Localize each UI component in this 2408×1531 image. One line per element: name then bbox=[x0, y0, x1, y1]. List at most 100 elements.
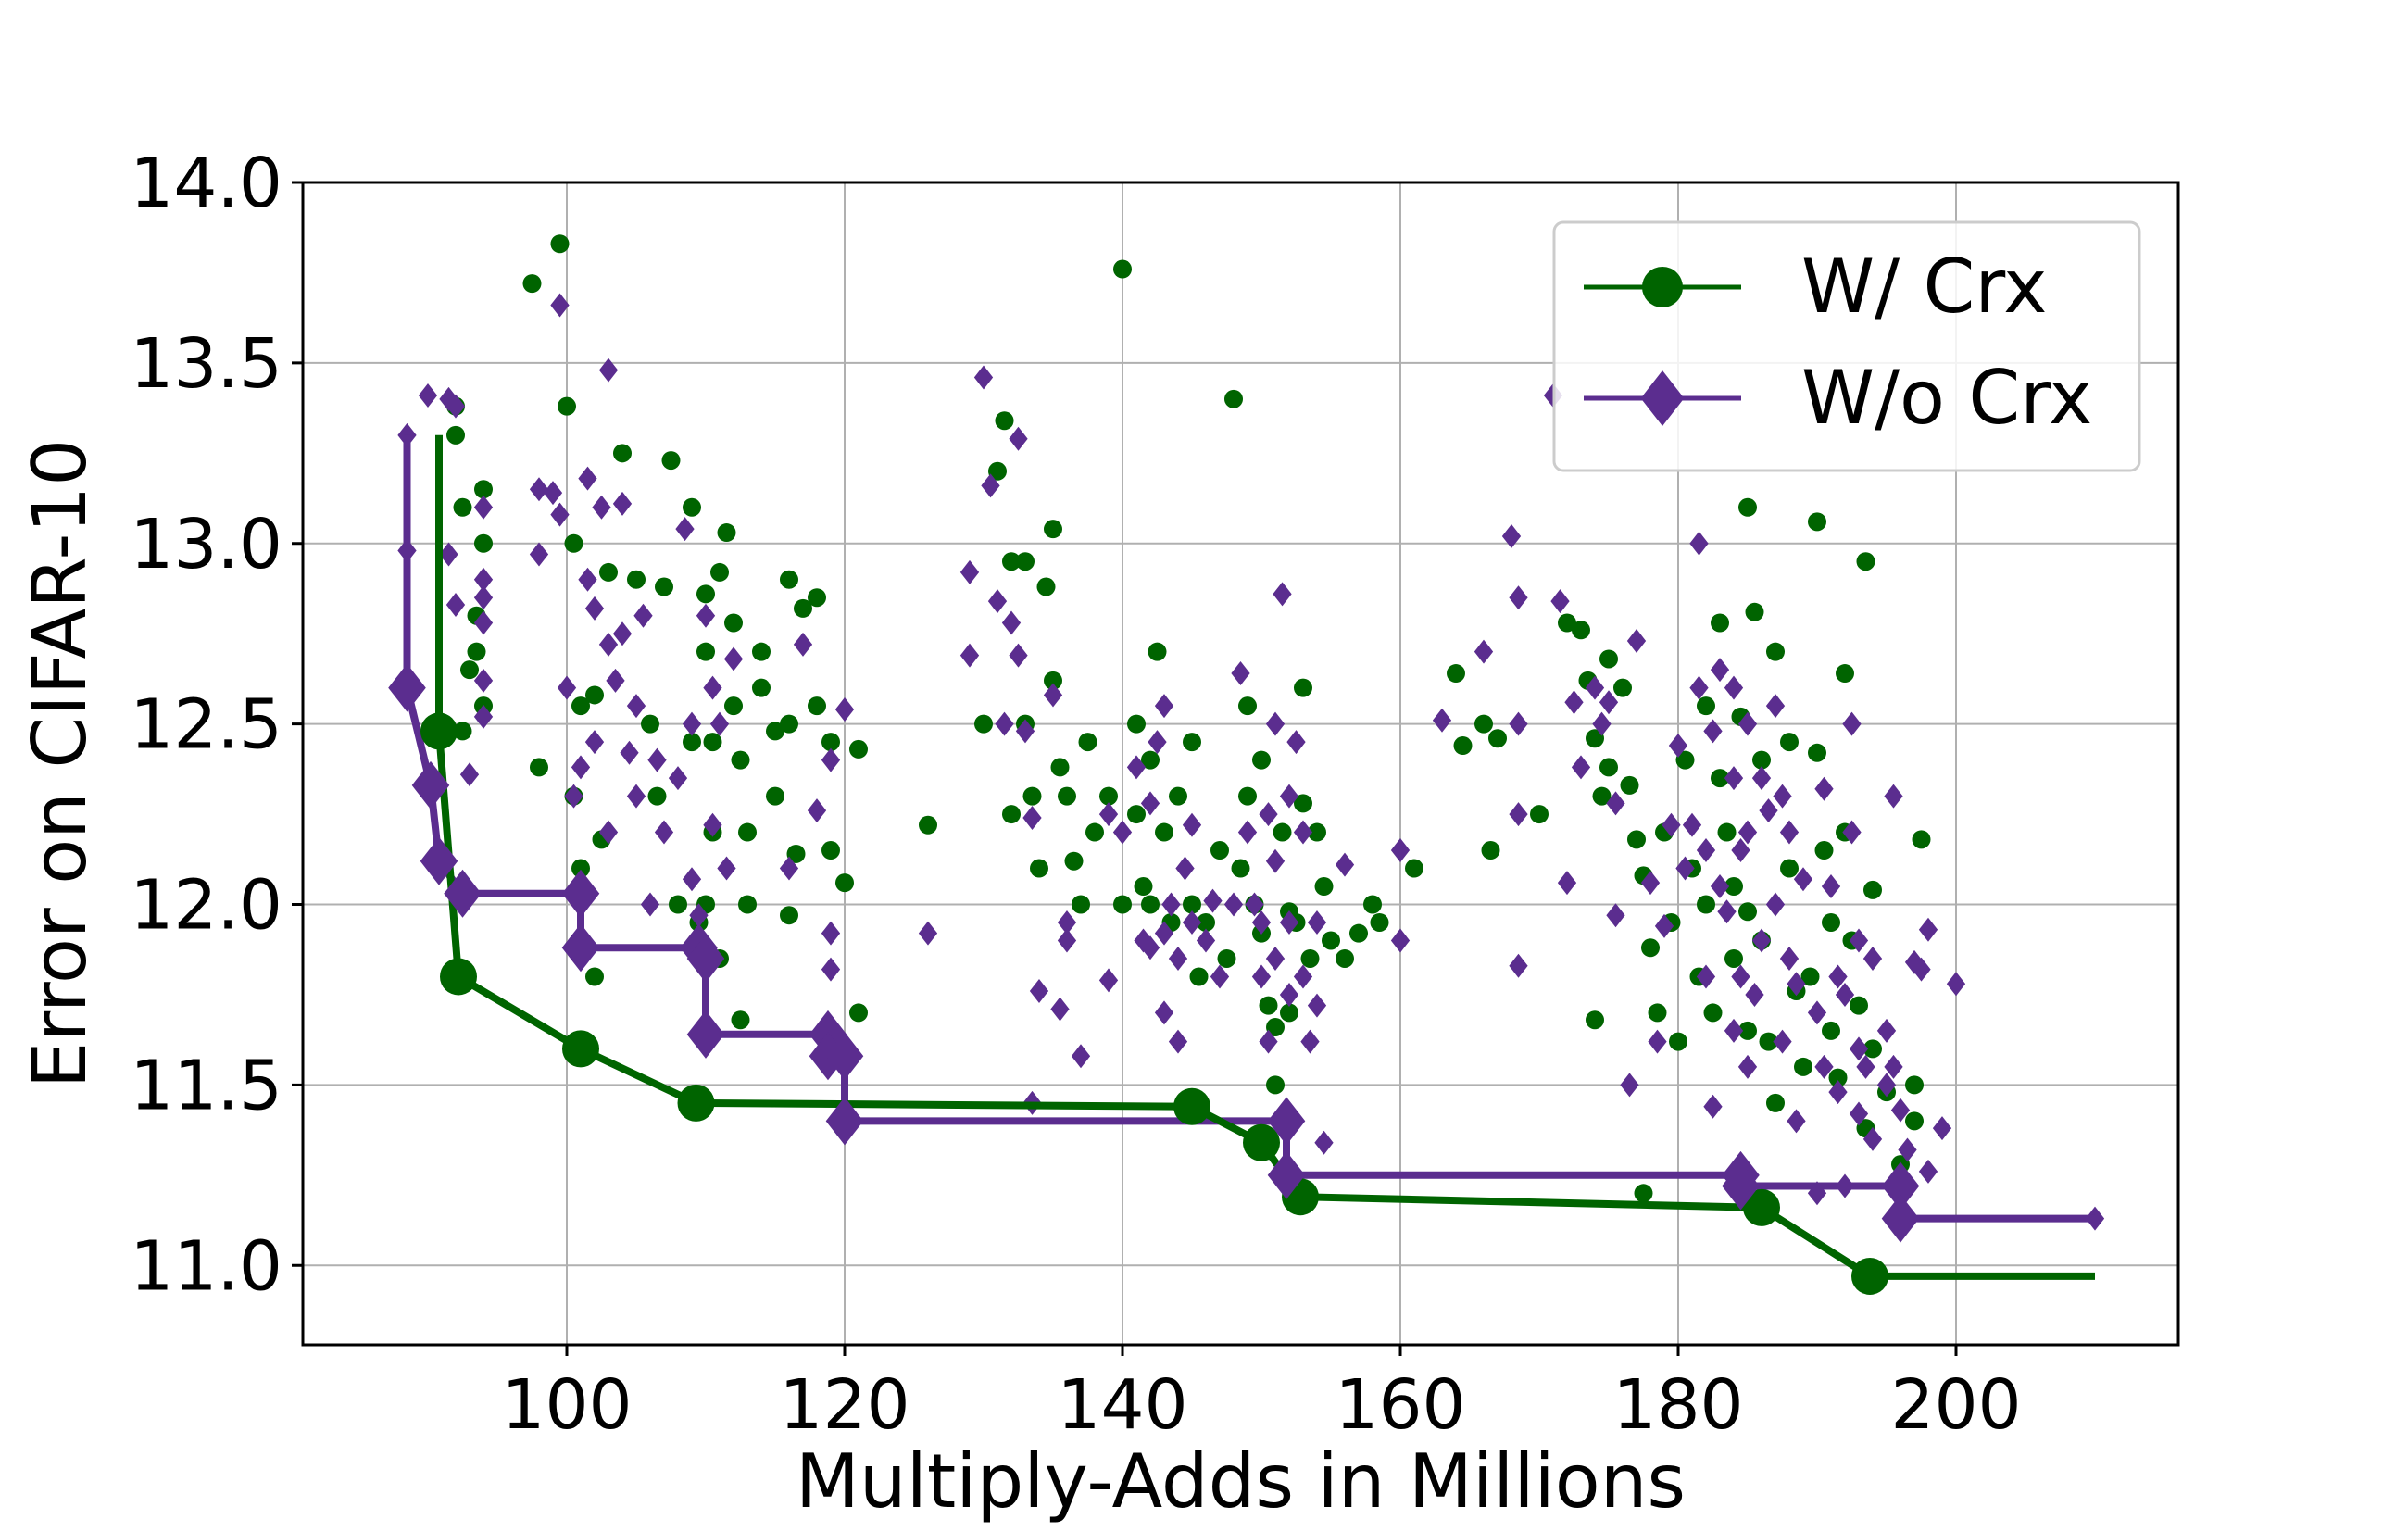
data-point-without-crx bbox=[557, 675, 577, 700]
data-point-without-crx bbox=[1154, 1000, 1174, 1025]
pareto-point-with-crx bbox=[420, 712, 458, 750]
data-point-without-crx bbox=[584, 730, 605, 755]
data-point-with-crx bbox=[460, 660, 479, 680]
data-point-without-crx bbox=[1884, 1054, 1903, 1079]
data-point-with-crx bbox=[696, 584, 715, 604]
data-point-without-crx bbox=[1286, 730, 1306, 755]
data-point-with-crx bbox=[1050, 758, 1070, 777]
data-point-with-crx bbox=[1197, 912, 1215, 932]
data-point-with-crx bbox=[766, 722, 784, 741]
data-point-without-crx bbox=[473, 567, 494, 592]
data-point-with-crx bbox=[1002, 805, 1021, 824]
data-point-with-crx bbox=[1711, 613, 1729, 633]
data-point-without-crx bbox=[1314, 1130, 1334, 1155]
data-point-with-crx bbox=[1766, 642, 1785, 661]
data-point-with-crx bbox=[731, 750, 750, 770]
data-point-without-crx bbox=[821, 957, 841, 982]
data-point-without-crx bbox=[640, 892, 660, 917]
data-point-with-crx bbox=[558, 396, 576, 416]
data-point-with-crx bbox=[1586, 1010, 1604, 1030]
data-point-without-crx bbox=[1710, 874, 1730, 899]
data-point-with-crx bbox=[1648, 1003, 1667, 1023]
data-point-without-crx bbox=[668, 766, 688, 791]
data-point-with-crx bbox=[780, 714, 798, 734]
data-point-with-crx bbox=[821, 841, 840, 860]
data-point-with-crx bbox=[1314, 877, 1334, 897]
data-point-with-crx bbox=[780, 906, 798, 925]
data-point-with-crx bbox=[1044, 520, 1062, 539]
data-point-without-crx bbox=[612, 491, 633, 516]
data-point-with-crx bbox=[717, 523, 736, 543]
data-point-with-crx bbox=[786, 844, 806, 863]
data-point-with-crx bbox=[1717, 822, 1737, 842]
data-point-with-crx bbox=[1300, 948, 1320, 968]
y-axis: 11.0 11.5 12.0 12.5 13.0 13.5 14.0 bbox=[130, 144, 303, 1306]
data-point-with-crx bbox=[1127, 714, 1146, 734]
data-point-without-crx bbox=[1223, 892, 1244, 917]
data-point-without-crx bbox=[1779, 946, 1800, 971]
data-point-without-crx bbox=[1335, 852, 1355, 877]
pareto-point-without-crx bbox=[411, 760, 450, 809]
data-point-without-crx bbox=[1293, 964, 1313, 989]
data-point-without-crx bbox=[1849, 1036, 1869, 1061]
data-point-without-crx bbox=[1884, 784, 1903, 809]
data-point-without-crx bbox=[1821, 874, 1841, 899]
data-point-without-crx bbox=[1509, 711, 1528, 736]
data-point-without-crx bbox=[1654, 913, 1674, 938]
data-point-with-crx bbox=[1099, 786, 1118, 806]
data-point-without-crx bbox=[1828, 1080, 1848, 1105]
data-point-without-crx bbox=[1251, 964, 1272, 989]
data-point-without-crx bbox=[473, 610, 494, 635]
pareto-point-with-crx bbox=[1743, 1188, 1780, 1226]
data-point-without-crx bbox=[1737, 711, 1758, 736]
data-point-with-crx bbox=[1752, 750, 1771, 770]
pareto-point-without-crx bbox=[1267, 1150, 1306, 1199]
data-point-without-crx bbox=[1182, 812, 1202, 837]
data-point-with-crx bbox=[1669, 1032, 1687, 1051]
data-point-with-crx bbox=[1078, 733, 1097, 752]
data-point-with-crx bbox=[1780, 733, 1799, 752]
data-point-with-crx bbox=[1697, 895, 1715, 914]
data-point-without-crx bbox=[473, 668, 494, 693]
data-point-with-crx bbox=[1453, 736, 1473, 756]
data-point-without-crx bbox=[959, 643, 980, 668]
data-point-with-crx bbox=[1627, 830, 1646, 849]
data-point-with-crx bbox=[1266, 1075, 1285, 1095]
data-point-with-crx bbox=[1481, 841, 1500, 860]
data-point-without-crx bbox=[1001, 610, 1022, 635]
x-axis-title: Multiply-Adds in Millions bbox=[796, 1438, 1686, 1525]
data-point-without-crx bbox=[606, 668, 625, 693]
data-point-without-crx bbox=[834, 697, 855, 722]
data-point-without-crx bbox=[1751, 928, 1772, 953]
pareto-point-without-crx bbox=[561, 869, 600, 918]
pareto-point-without-crx bbox=[1267, 1097, 1306, 1146]
data-point-without-crx bbox=[1703, 1094, 1723, 1119]
data-point-without-crx bbox=[1751, 766, 1772, 791]
data-point-without-crx bbox=[1175, 856, 1195, 881]
data-point-with-crx bbox=[1474, 714, 1493, 734]
data-point-with-crx bbox=[613, 444, 632, 463]
data-point-without-crx bbox=[1662, 812, 1681, 837]
data-point-with-crx bbox=[1599, 649, 1618, 669]
data-point-without-crx bbox=[1592, 711, 1612, 736]
pareto-point-without-crx bbox=[686, 934, 725, 983]
data-point-without-crx bbox=[1390, 838, 1411, 863]
data-point-without-crx bbox=[1849, 928, 1869, 953]
data-point-with-crx bbox=[1863, 1039, 1882, 1059]
pareto-point-without-crx bbox=[444, 869, 482, 918]
data-point-with-crx bbox=[1266, 1018, 1285, 1037]
data-point-with-crx bbox=[1141, 750, 1160, 770]
pareto-point-without-crx bbox=[420, 836, 458, 885]
data-point-without-crx bbox=[1259, 802, 1278, 827]
data-point-without-crx bbox=[598, 820, 619, 845]
data-point-without-crx bbox=[1134, 928, 1153, 953]
data-point-without-crx bbox=[1307, 910, 1327, 935]
data-point-with-crx bbox=[1210, 841, 1229, 860]
data-point-without-crx bbox=[1043, 683, 1063, 708]
data-point-without-crx bbox=[571, 755, 591, 780]
data-point-without-crx bbox=[1912, 957, 1931, 982]
data-point-with-crx bbox=[453, 497, 472, 517]
data-point-without-crx bbox=[1237, 820, 1258, 845]
data-point-with-crx bbox=[1800, 967, 1820, 986]
data-point-without-crx bbox=[529, 477, 549, 502]
